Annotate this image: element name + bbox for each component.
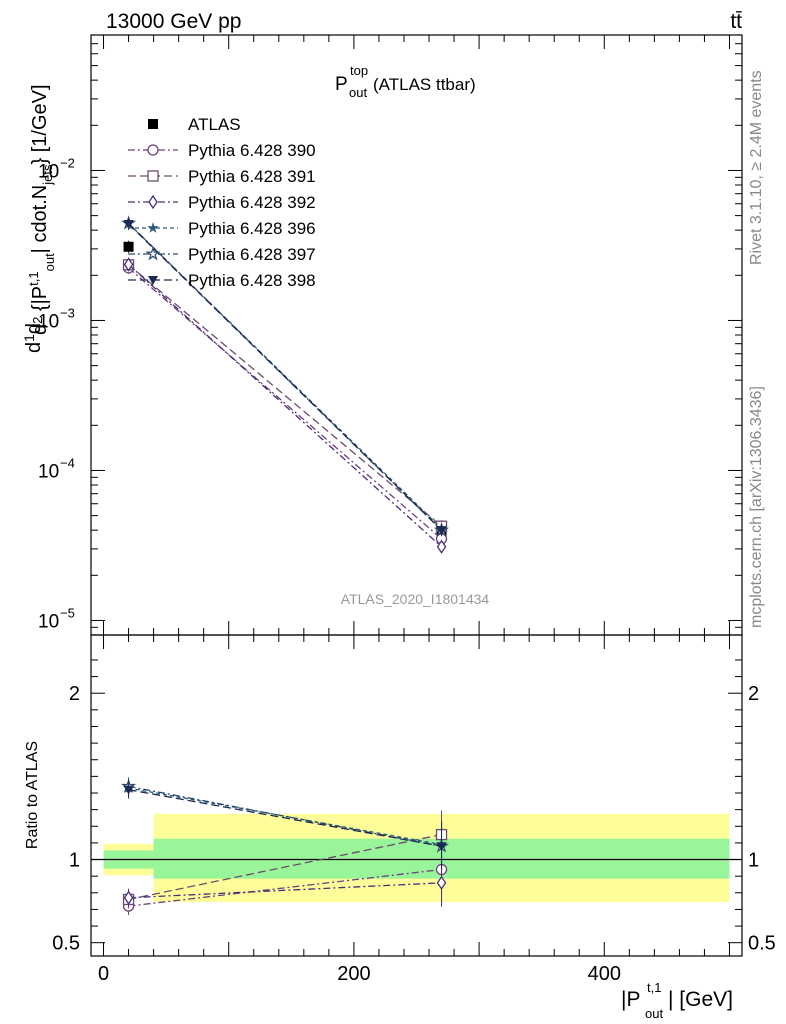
legend-marker-4 <box>147 222 159 233</box>
header-energy-label: 13000 GeV pp <box>106 10 241 33</box>
main-panel-content <box>121 215 450 554</box>
header-process-label: tt̄ <box>730 10 742 33</box>
x-tick-label-1: 200 <box>337 963 370 985</box>
ratio-y-tick-label-right-1: 1 <box>748 850 759 872</box>
main-y-tick-label-0: 10 <box>38 611 59 632</box>
ratio-y-tick-label-left-1: 1 <box>69 850 80 872</box>
x-label-superscript: t,1 <box>647 980 661 995</box>
legend-label-4: Pythia 6.428 396 <box>188 219 316 238</box>
ratio-series-line-5 <box>128 789 442 847</box>
main-point-6-1 <box>436 526 447 536</box>
title-superscript: top <box>350 63 368 78</box>
y-label-fraction: d2 {|Pt,1out| cdot.Njets} [1/GeV] <box>26 84 57 335</box>
legend-marker-6 <box>148 276 158 285</box>
ratio-point-5-0 <box>123 785 134 795</box>
main-point-6-0 <box>123 219 134 229</box>
title-base: P <box>335 74 348 95</box>
legend-marker-5 <box>145 245 161 261</box>
ratio-y-tick-label-right-2: 2 <box>748 683 759 705</box>
main-series-line-3 <box>128 264 442 548</box>
main-y-tick-exponent-3: −2 <box>60 155 75 170</box>
legend: ATLAS Pythia 6.428 390 Pythia 6.428 391 Pyt… <box>128 115 316 290</box>
ratio-y-tick-label-left-2: 2 <box>69 683 80 705</box>
ratio-series-line-2 <box>128 882 442 899</box>
main-y-tick-exponent-0: −5 <box>60 605 75 620</box>
legend-marker-1 <box>147 144 159 156</box>
mcplots-reference-label: mcplots.cern.ch [arXiv:1306.3436] <box>748 386 765 628</box>
main-y-tick-label-2: 10 <box>38 311 59 332</box>
x-label-base: |P <box>621 988 640 1011</box>
main-point-3-1 <box>436 539 447 554</box>
analysis-watermark: ATLAS_2020_I1801434 <box>341 591 490 607</box>
main-y-tick-label-3: 10 <box>38 161 59 182</box>
main-y-tick-exponent-1: −4 <box>60 455 75 470</box>
legend-marker-0 <box>148 119 158 129</box>
ratio-panel-content <box>121 777 450 916</box>
main-series-line-2 <box>128 264 442 527</box>
main-y-tick-label-1: 10 <box>38 461 59 482</box>
legend-marker-2 <box>147 170 159 182</box>
ratio-y-axis-label: Ratio to ATLAS <box>24 741 41 849</box>
main-point-0-0 <box>123 241 134 252</box>
legend-marker-3 <box>148 194 158 210</box>
legend-label-3: Pythia 6.428 392 <box>188 193 316 212</box>
x-tick-label-2: 400 <box>588 963 621 985</box>
ratio-series-line-1 <box>128 833 442 901</box>
legend-label-0: ATLAS <box>188 115 241 134</box>
ratio-y-tick-label-left-0: 0.5 <box>52 933 80 955</box>
x-tick-label-0: 0 <box>98 963 109 985</box>
title-subscript: out <box>349 85 367 100</box>
x-label-subscript: out <box>645 1006 663 1021</box>
x-label-suffix: | [GeV] <box>668 988 733 1011</box>
ratio-uncertainty-bands <box>91 813 742 902</box>
legend-label-1: Pythia 6.428 390 <box>188 141 316 160</box>
ratio-plot-frame <box>90 634 743 957</box>
plot-title: P top out (ATLAS ttbar) <box>335 63 476 100</box>
main-y-tick-exponent-2: −3 <box>60 305 75 320</box>
ratio-point-2-1 <box>436 875 447 890</box>
legend-label-6: Pythia 6.428 398 <box>188 271 316 290</box>
legend-label-5: Pythia 6.428 397 <box>188 245 316 264</box>
main-series-line-1 <box>128 267 442 540</box>
x-axis-label: |P t,1 out | [GeV] <box>621 980 733 1021</box>
ratio-point-5-1 <box>436 842 447 852</box>
ratio-y-tick-label-right-0: 0.5 <box>748 933 776 955</box>
main-series-line-6 <box>128 223 442 531</box>
title-suffix: (ATLAS ttbar) <box>373 75 476 94</box>
rivet-version-label: Rivet 3.1.10, ≥ 2.4M events <box>748 70 765 265</box>
main-point-3-0 <box>123 257 134 272</box>
legend-label-2: Pythia 6.428 391 <box>188 167 316 186</box>
ratio-point-2-0 <box>123 890 134 905</box>
